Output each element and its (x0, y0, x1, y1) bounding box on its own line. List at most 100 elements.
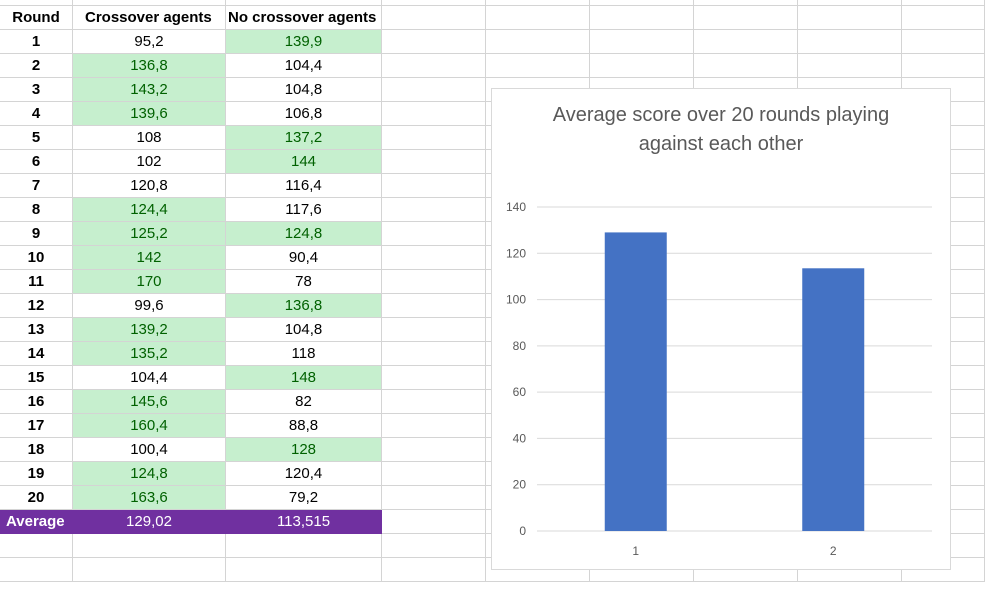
round-number-cell[interactable]: 2 (0, 54, 73, 78)
grid-cell[interactable] (382, 462, 486, 486)
grid-cell[interactable] (382, 366, 486, 390)
crossover-score-cell[interactable]: 139,6 (73, 102, 226, 126)
grid-cell[interactable] (382, 558, 486, 582)
round-number-cell[interactable]: 16 (0, 390, 73, 414)
no-crossover-score-cell[interactable]: 88,8 (226, 414, 382, 438)
grid-cell[interactable] (382, 222, 486, 246)
crossover-score-cell[interactable]: 104,4 (73, 366, 226, 390)
grid-cell[interactable] (382, 270, 486, 294)
crossover-score-cell[interactable]: 160,4 (73, 414, 226, 438)
grid-cell[interactable] (382, 126, 486, 150)
crossover-score-cell[interactable]: 145,6 (73, 390, 226, 414)
header-crossover[interactable]: Crossover agents (73, 6, 226, 30)
no-crossover-score-cell[interactable]: 148 (226, 366, 382, 390)
round-number-cell[interactable]: 1 (0, 30, 73, 54)
crossover-score-cell[interactable]: 100,4 (73, 438, 226, 462)
no-crossover-score-cell[interactable]: 104,8 (226, 318, 382, 342)
grid-cell[interactable] (590, 0, 694, 6)
round-number-cell[interactable]: 10 (0, 246, 73, 270)
grid-cell[interactable] (694, 30, 798, 54)
no-crossover-score-cell[interactable]: 144 (226, 150, 382, 174)
grid-cell[interactable] (798, 558, 902, 582)
grid-cell[interactable] (73, 558, 226, 582)
grid-cell[interactable] (382, 30, 486, 54)
no-crossover-score-cell[interactable]: 139,9 (226, 30, 382, 54)
grid-cell[interactable] (902, 54, 985, 78)
crossover-score-cell[interactable]: 108 (73, 126, 226, 150)
average-no-crossover-cell[interactable]: 113,515 (226, 510, 382, 534)
no-crossover-score-cell[interactable]: 116,4 (226, 174, 382, 198)
no-crossover-score-cell[interactable]: 118 (226, 342, 382, 366)
round-number-cell[interactable]: 12 (0, 294, 73, 318)
grid-cell[interactable] (486, 558, 590, 582)
header-round[interactable]: Round (0, 6, 73, 30)
grid-cell[interactable] (382, 0, 486, 6)
grid-cell[interactable] (486, 0, 590, 6)
average-crossover-cell[interactable]: 129,02 (73, 510, 226, 534)
crossover-score-cell[interactable]: 99,6 (73, 294, 226, 318)
grid-cell[interactable] (0, 558, 73, 582)
grid-cell[interactable] (902, 30, 985, 54)
bar-1[interactable] (604, 232, 667, 531)
round-number-cell[interactable]: 15 (0, 366, 73, 390)
grid-cell[interactable] (73, 534, 226, 558)
round-number-cell[interactable]: 13 (0, 318, 73, 342)
grid-cell[interactable] (382, 510, 486, 534)
crossover-score-cell[interactable]: 142 (73, 246, 226, 270)
crossover-score-cell[interactable]: 136,8 (73, 54, 226, 78)
round-number-cell[interactable]: 19 (0, 462, 73, 486)
crossover-score-cell[interactable]: 124,4 (73, 198, 226, 222)
round-number-cell[interactable]: 3 (0, 78, 73, 102)
grid-cell[interactable] (798, 54, 902, 78)
no-crossover-score-cell[interactable]: 78 (226, 270, 382, 294)
grid-cell[interactable] (590, 30, 694, 54)
grid-cell[interactable] (382, 78, 486, 102)
grid-cell[interactable] (590, 558, 694, 582)
no-crossover-score-cell[interactable]: 90,4 (226, 246, 382, 270)
round-number-cell[interactable]: 14 (0, 342, 73, 366)
no-crossover-score-cell[interactable]: 120,4 (226, 462, 382, 486)
no-crossover-score-cell[interactable]: 82 (226, 390, 382, 414)
no-crossover-score-cell[interactable]: 136,8 (226, 294, 382, 318)
grid-cell[interactable] (694, 0, 798, 6)
round-number-cell[interactable]: 5 (0, 126, 73, 150)
no-crossover-score-cell[interactable]: 137,2 (226, 126, 382, 150)
grid-cell[interactable] (382, 318, 486, 342)
no-crossover-score-cell[interactable]: 106,8 (226, 102, 382, 126)
grid-cell[interactable] (382, 246, 486, 270)
grid-cell[interactable] (382, 174, 486, 198)
no-crossover-score-cell[interactable]: 124,8 (226, 222, 382, 246)
grid-cell[interactable] (226, 558, 382, 582)
round-number-cell[interactable]: 4 (0, 102, 73, 126)
grid-cell[interactable] (382, 342, 486, 366)
average-label-cell[interactable]: Average (0, 510, 73, 534)
grid-cell[interactable] (694, 558, 798, 582)
grid-cell[interactable] (590, 54, 694, 78)
round-number-cell[interactable]: 8 (0, 198, 73, 222)
bar-2[interactable] (802, 268, 865, 531)
no-crossover-score-cell[interactable]: 104,4 (226, 54, 382, 78)
round-number-cell[interactable]: 6 (0, 150, 73, 174)
grid-cell[interactable] (486, 6, 590, 30)
grid-cell[interactable] (382, 54, 486, 78)
crossover-score-cell[interactable]: 120,8 (73, 174, 226, 198)
crossover-score-cell[interactable]: 170 (73, 270, 226, 294)
grid-cell[interactable] (590, 6, 694, 30)
grid-cell[interactable] (0, 0, 73, 6)
crossover-score-cell[interactable]: 125,2 (73, 222, 226, 246)
grid-cell[interactable] (486, 54, 590, 78)
grid-cell[interactable] (902, 6, 985, 30)
grid-cell[interactable] (382, 534, 486, 558)
grid-cell[interactable] (382, 390, 486, 414)
grid-cell[interactable] (486, 30, 590, 54)
header-no-crossover[interactable]: No crossover agents (226, 6, 382, 30)
crossover-score-cell[interactable]: 143,2 (73, 78, 226, 102)
no-crossover-score-cell[interactable]: 79,2 (226, 486, 382, 510)
grid-cell[interactable] (694, 54, 798, 78)
round-number-cell[interactable]: 18 (0, 438, 73, 462)
crossover-score-cell[interactable]: 139,2 (73, 318, 226, 342)
grid-cell[interactable] (382, 198, 486, 222)
no-crossover-score-cell[interactable]: 117,6 (226, 198, 382, 222)
grid-cell[interactable] (382, 150, 486, 174)
round-number-cell[interactable]: 20 (0, 486, 73, 510)
